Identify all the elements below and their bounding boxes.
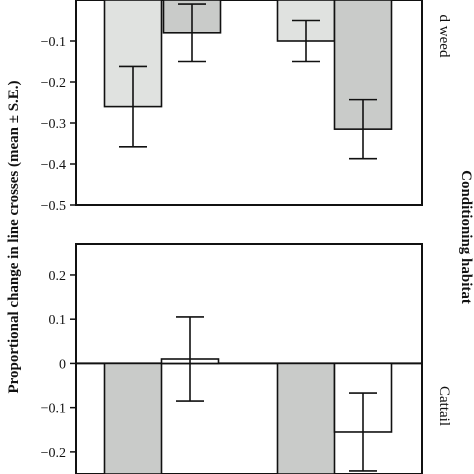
y-tick-label: −0.5 bbox=[41, 199, 66, 214]
top-facet-label: d weed bbox=[436, 15, 452, 58]
y-tick-label: 0 bbox=[59, 357, 66, 372]
top-panel: −0.1 −0.2 −0.3 −0.4 −0.5 bbox=[41, 0, 423, 214]
bottom-facet-label: Cattail bbox=[436, 386, 452, 426]
y-axis-label: Proportional change in line crosses (mea… bbox=[6, 80, 22, 393]
y-tick-label: −0.2 bbox=[41, 446, 66, 461]
y-tick-label: 0.1 bbox=[49, 313, 67, 328]
panel-frame bbox=[75, 243, 423, 474]
y-tick-label: −0.1 bbox=[41, 35, 66, 50]
bottom-panel: 0.2 0.1 0 −0.1 −0.2 bbox=[41, 243, 423, 474]
right-axis-label: Conditioning habitat bbox=[458, 170, 474, 304]
bar bbox=[276, 362, 336, 474]
y-tick-label: −0.1 bbox=[41, 402, 66, 417]
y-tick-label: −0.2 bbox=[41, 76, 66, 91]
y-tick-label: −0.3 bbox=[41, 117, 66, 132]
bar bbox=[103, 362, 163, 474]
y-tick-label: −0.4 bbox=[41, 158, 66, 173]
y-tick-label: 0.2 bbox=[49, 269, 67, 284]
panel-frame bbox=[75, 0, 423, 206]
